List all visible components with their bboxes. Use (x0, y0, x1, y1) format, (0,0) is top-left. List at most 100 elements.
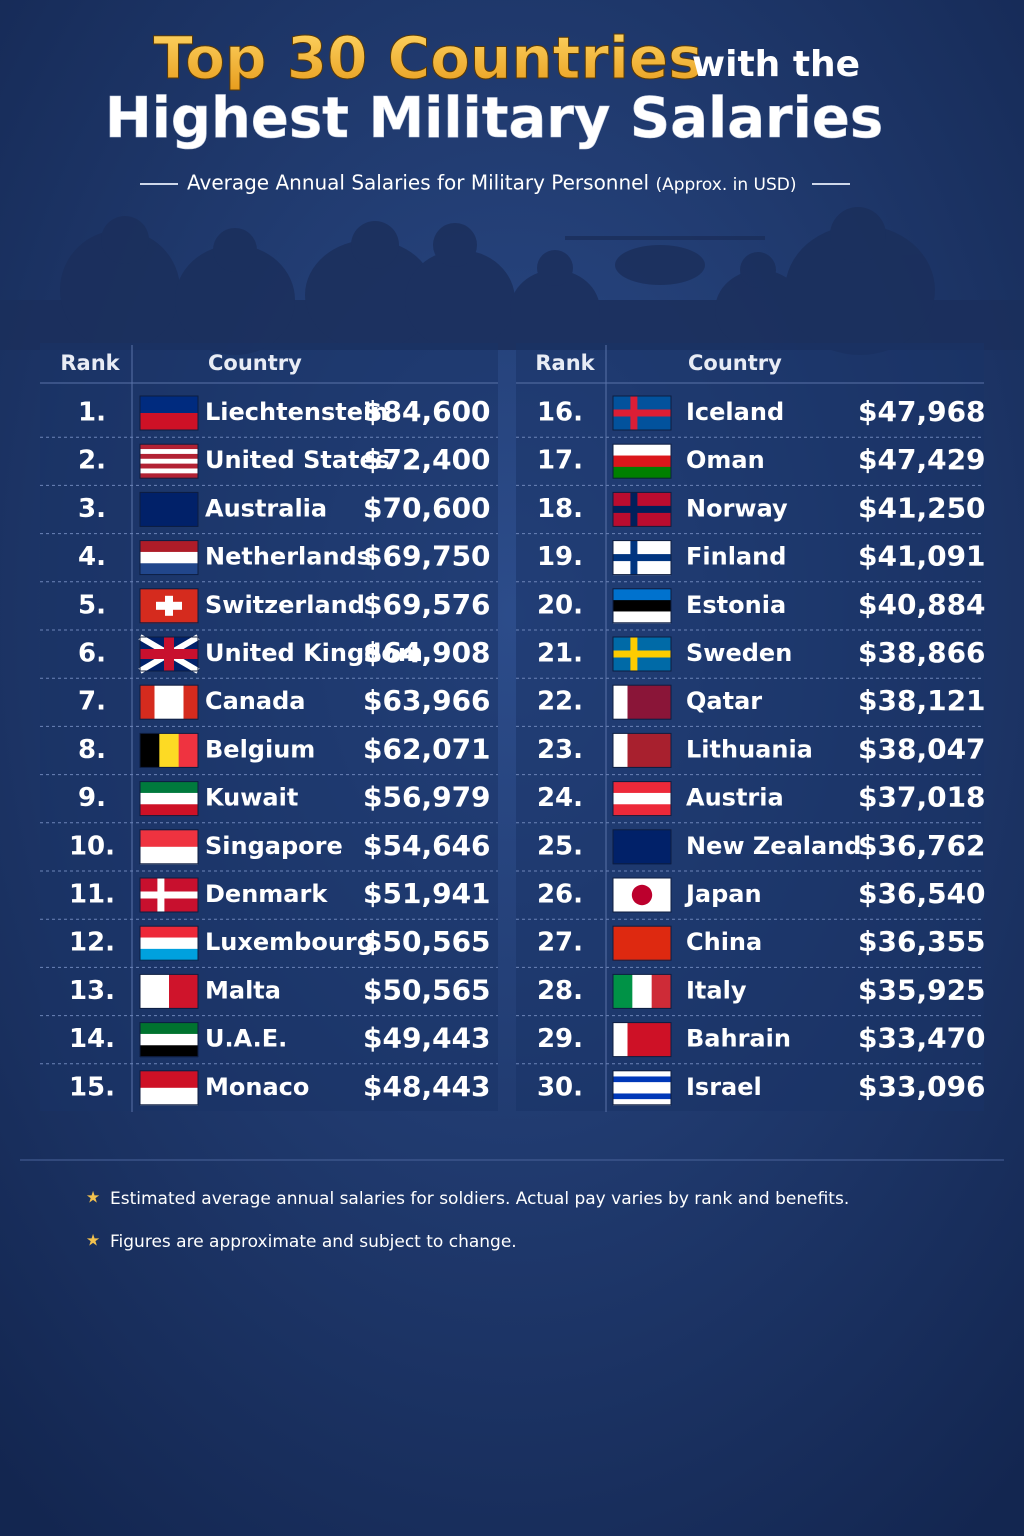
country: Liechtenstein (205, 398, 388, 426)
flag-stripe (140, 396, 198, 414)
flag-border (612, 1022, 672, 1058)
flag-border (139, 588, 199, 624)
flag-cross (156, 601, 182, 610)
flag-border (139, 443, 199, 479)
country: Israel (686, 1073, 762, 1101)
salary: $33,096 (858, 1070, 986, 1103)
flag-border (612, 781, 672, 817)
rank: 16. (537, 398, 583, 428)
flag-border (612, 877, 672, 913)
salary: $36,540 (858, 877, 986, 910)
flag (139, 973, 199, 1009)
flag-stripe (642, 685, 657, 720)
flag-stripe (140, 563, 198, 576)
flag-stripe (140, 449, 198, 455)
flag-border (139, 973, 199, 1009)
country: Kuwait (205, 784, 298, 812)
flag-stripe (651, 974, 672, 1009)
flag-border (139, 781, 199, 817)
flag-border (139, 540, 199, 576)
rank: 14. (69, 1024, 115, 1054)
flag-border (139, 684, 199, 720)
flag-stripe (627, 685, 643, 720)
rank: 12. (69, 928, 115, 958)
salary: $47,429 (858, 443, 986, 476)
flag (612, 443, 672, 479)
flag (612, 1022, 672, 1058)
flag-border (139, 829, 199, 865)
rank: 25. (537, 831, 583, 861)
flag-stripe (140, 468, 198, 474)
salary: $49,443 (363, 1022, 491, 1055)
flag-stripe (613, 685, 628, 720)
rank: 28. (537, 976, 583, 1006)
salary: $72,400 (363, 443, 491, 476)
subtitle-note: (Approx. in USD) (655, 175, 796, 195)
salary: $51,941 (363, 877, 491, 910)
rank: 9. (78, 783, 106, 813)
flag-stripe (642, 1022, 657, 1057)
country: Japan (684, 880, 762, 908)
flag (139, 732, 199, 768)
salary: $35,925 (858, 973, 986, 1006)
flag-stripe (613, 829, 671, 865)
country: United Kingdom (205, 639, 423, 667)
country: Bahrain (686, 1025, 791, 1053)
flag-border (612, 829, 672, 865)
country: Monaco (205, 1073, 309, 1101)
flag-stripe (613, 1070, 671, 1077)
country: Sweden (686, 639, 792, 667)
flag-stripe (140, 540, 198, 553)
country: Australia (205, 494, 327, 522)
flag-stripe (613, 1093, 671, 1100)
flag-border (139, 636, 199, 672)
subtitle: Average Annual Salaries for Military Per… (187, 171, 649, 195)
flag-cross (140, 649, 198, 659)
salary: $38,121 (858, 684, 986, 717)
rank: 10. (69, 831, 115, 861)
flag-stripe (613, 1076, 671, 1083)
rank: 17. (537, 446, 583, 476)
flag-border (612, 1070, 672, 1106)
flag-stripe (613, 792, 671, 805)
flag (612, 925, 672, 961)
flag-stripe (178, 733, 199, 768)
country: Luxembourg (205, 928, 374, 956)
flag-stripe (169, 974, 199, 1009)
flag-stripe (627, 733, 643, 768)
salary: $36,762 (858, 829, 986, 862)
flag-stripe (140, 1070, 198, 1089)
flag-stripe (140, 463, 198, 469)
flag-stripe (140, 685, 155, 720)
rank: 30. (537, 1072, 583, 1102)
flag (139, 491, 199, 527)
flag-stripe (613, 804, 671, 817)
rank: 15. (69, 1072, 115, 1102)
flag-stripe (613, 611, 671, 624)
flag (612, 781, 672, 817)
flag (139, 1022, 199, 1058)
salary: $62,071 (363, 732, 491, 765)
flag (612, 636, 672, 672)
rank: 3. (78, 494, 106, 524)
salary: $50,565 (363, 973, 491, 1006)
flag (612, 395, 672, 431)
salary: $47,968 (858, 395, 986, 428)
salary: $33,470 (858, 1022, 986, 1055)
flag (139, 1070, 199, 1106)
flag (612, 973, 672, 1009)
country: Canada (205, 687, 305, 715)
flag-border (139, 395, 199, 431)
country: Switzerland (205, 591, 365, 619)
flag-stripe (613, 974, 633, 1009)
country: Austria (686, 784, 784, 812)
column-header: Rank (535, 351, 595, 375)
flag-stripe (613, 926, 671, 961)
footnote: Estimated average annual salaries for so… (110, 1189, 849, 1209)
star: ★ (86, 1231, 100, 1250)
salary: $50,565 (363, 925, 491, 958)
salary: $36,355 (858, 925, 986, 958)
flag (612, 829, 672, 865)
flag (612, 732, 672, 768)
flag-border (612, 491, 672, 527)
